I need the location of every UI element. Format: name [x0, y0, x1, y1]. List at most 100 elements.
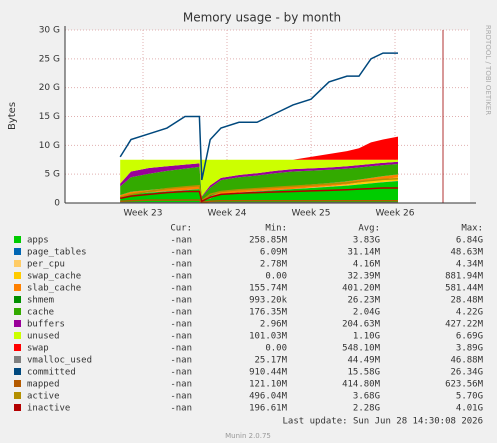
legend-swatch [14, 380, 21, 387]
area [120, 136, 398, 160]
area [120, 163, 398, 200]
legend-swatch [14, 356, 21, 363]
legend-stat: 401.20M [342, 284, 381, 294]
legend-swatch [14, 344, 21, 351]
legend-stat: 910.44M [249, 368, 288, 378]
legend-header: Avg: [358, 224, 380, 234]
legend-stat: 44.49M [347, 356, 380, 366]
legend-label: slab_cache [27, 284, 81, 294]
legend-stat: 196.61M [249, 404, 288, 414]
legend-stat: 32.39M [347, 272, 380, 282]
legend-stat: 881.94M [445, 272, 484, 282]
y-tick-label: 30 G [39, 26, 60, 36]
chart-title: Memory usage - by month [183, 11, 341, 25]
legend-stat: 6.84G [456, 236, 483, 246]
legend-swatch [14, 272, 21, 279]
side-text: RRDTOOL / TOBI OETIKER [484, 25, 492, 115]
legend-swatch [14, 248, 21, 255]
y-tick-label: 20 G [39, 83, 60, 93]
legend-stat: 4.22G [456, 308, 483, 318]
legend-stat: 3.89G [456, 344, 483, 354]
legend-label: unused [27, 332, 60, 342]
legend-stat: 0.00 [265, 344, 287, 354]
legend-stat: 26.34G [450, 368, 483, 378]
legend-stat: 581.44M [445, 284, 484, 294]
legend-label: per_cpu [27, 260, 65, 270]
legend-stat: -nan [170, 272, 192, 282]
legend-stat: 15.58G [347, 368, 380, 378]
x-tick-label: Week 24 [208, 209, 247, 219]
legend-label: cache [27, 308, 54, 318]
legend-swatch [14, 332, 21, 339]
legend-stat: 25.17M [254, 356, 287, 366]
legend-stat: 176.35M [249, 308, 288, 318]
legend-stat: -nan [170, 248, 192, 258]
legend-stat: 993.20k [249, 296, 288, 306]
legend-label: mapped [27, 380, 60, 390]
legend-stat: 155.74M [249, 284, 288, 294]
legend-stat: 258.85M [249, 236, 288, 246]
legend-stat: 4.01G [456, 404, 483, 414]
area [120, 159, 398, 197]
legend-stat: -nan [170, 320, 192, 330]
legend-label: swap_cache [27, 272, 81, 282]
legend-label: inactive [27, 404, 70, 414]
x-tick-label: Week 25 [292, 209, 331, 219]
legend-label: active [27, 392, 60, 402]
legend-stat: 6.09M [260, 248, 288, 258]
legend-label: committed [27, 368, 76, 378]
legend-stat: 427.22M [445, 320, 484, 330]
legend-stat: -nan [170, 356, 192, 366]
legend-label: swap [27, 344, 49, 354]
y-tick-label: 5 G [44, 170, 60, 180]
legend-header: Min: [265, 224, 287, 234]
y-axis-label: Bytes [7, 102, 18, 130]
legend-swatch [14, 260, 21, 267]
legend-swatch [14, 392, 21, 399]
footer: Munin 2.0.75 [225, 432, 271, 440]
y-tick-label: 25 G [39, 54, 60, 64]
legend-stat: 623.56M [445, 380, 484, 390]
line [120, 187, 398, 203]
legend-swatch [14, 368, 21, 375]
line [120, 178, 399, 203]
x-tick-label: Week 26 [376, 209, 415, 219]
area [120, 161, 398, 197]
legend-swatch [14, 236, 21, 243]
legend-swatch [14, 296, 21, 303]
legend-label: shmem [27, 296, 54, 306]
legend-stat: 414.80M [342, 380, 381, 390]
legend-stat: 4.16M [353, 260, 381, 270]
legend-stat: -nan [170, 296, 192, 306]
legend-stat: 1.10G [353, 332, 380, 342]
legend-stat: 496.04M [249, 392, 288, 402]
legend-stat: -nan [170, 392, 192, 402]
y-tick-label: 0 [54, 199, 60, 209]
legend-stat: 5.70G [456, 392, 483, 402]
legend-label: page_tables [27, 248, 87, 258]
y-tick-label: 15 G [39, 112, 60, 122]
legend-swatch [14, 320, 21, 327]
legend-stat: 2.28G [353, 404, 380, 414]
legend-swatch [14, 284, 21, 291]
legend-label: apps [27, 236, 49, 246]
legend-header: Cur: [170, 224, 192, 234]
legend-stat: 204.63M [342, 320, 381, 330]
legend-stat: 121.10M [249, 380, 288, 390]
legend-stat: 26.23M [347, 296, 380, 306]
x-tick-label: Week 23 [124, 209, 163, 219]
legend-header: Max: [461, 224, 483, 234]
legend-stat: 4.34M [456, 260, 484, 270]
legend-label: buffers [27, 320, 65, 330]
legend-swatch [14, 404, 21, 411]
legend-stat: -nan [170, 308, 192, 318]
legend-stat: 31.14M [347, 248, 380, 258]
legend-stat: 548.10M [342, 344, 381, 354]
legend-stat: -nan [170, 236, 192, 246]
legend-stat: 0.00 [265, 272, 287, 282]
legend-stat: 28.48M [450, 296, 483, 306]
line [120, 199, 398, 204]
legend-stat: 46.88M [450, 356, 483, 366]
legend-stat: 6.69G [456, 332, 483, 342]
